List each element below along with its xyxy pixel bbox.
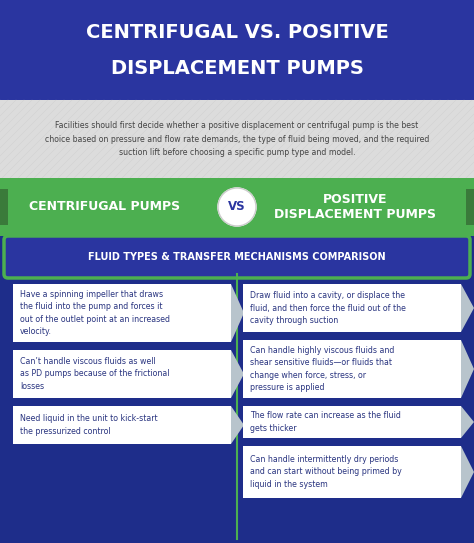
Polygon shape [231, 284, 244, 342]
Polygon shape [461, 446, 474, 498]
Circle shape [218, 188, 256, 226]
Text: Have a spinning impeller that draws
the fluid into the pump and forces it
out of: Have a spinning impeller that draws the … [20, 291, 170, 336]
FancyBboxPatch shape [0, 100, 474, 178]
FancyBboxPatch shape [466, 189, 474, 225]
Text: CENTRIFUGAL VS. POSITIVE: CENTRIFUGAL VS. POSITIVE [86, 22, 388, 41]
FancyBboxPatch shape [0, 0, 474, 100]
FancyBboxPatch shape [4, 236, 470, 278]
Text: POSITIVE
DISPLACEMENT PUMPS: POSITIVE DISPLACEMENT PUMPS [274, 193, 436, 221]
Polygon shape [461, 406, 474, 438]
FancyBboxPatch shape [13, 350, 231, 398]
Text: The flow rate can increase as the fluid
gets thicker: The flow rate can increase as the fluid … [250, 412, 401, 433]
Text: Can’t handle viscous fluids as well
as PD pumps because of the frictional
losses: Can’t handle viscous fluids as well as P… [20, 357, 170, 390]
Polygon shape [461, 284, 474, 332]
Text: DISPLACEMENT PUMPS: DISPLACEMENT PUMPS [110, 59, 364, 78]
FancyBboxPatch shape [0, 189, 8, 225]
FancyBboxPatch shape [243, 446, 461, 498]
FancyBboxPatch shape [243, 406, 461, 438]
FancyBboxPatch shape [13, 284, 231, 342]
Text: Can handle highly viscous fluids and
shear sensitive fluids—or fluids that
chang: Can handle highly viscous fluids and she… [250, 346, 394, 392]
Text: VS: VS [228, 200, 246, 213]
FancyBboxPatch shape [243, 340, 461, 398]
Polygon shape [461, 340, 474, 398]
Text: FLUID TYPES & TRANSFER MECHANISMS COMPARISON: FLUID TYPES & TRANSFER MECHANISMS COMPAR… [88, 252, 386, 262]
FancyBboxPatch shape [243, 284, 461, 332]
FancyBboxPatch shape [13, 406, 231, 444]
Text: CENTRIFUGAL PUMPS: CENTRIFUGAL PUMPS [29, 200, 181, 213]
Polygon shape [231, 350, 244, 398]
Text: Draw fluid into a cavity, or displace the
fluid, and then force the fluid out of: Draw fluid into a cavity, or displace th… [250, 292, 406, 325]
FancyBboxPatch shape [0, 178, 474, 236]
Polygon shape [231, 406, 244, 444]
Text: Facilities should first decide whether a positive displacement or centrifugal pu: Facilities should first decide whether a… [45, 121, 429, 157]
Text: Need liquid in the unit to kick-start
the pressurized control: Need liquid in the unit to kick-start th… [20, 414, 158, 435]
Text: Can handle intermittently dry periods
and can start without being primed by
liqu: Can handle intermittently dry periods an… [250, 456, 402, 489]
